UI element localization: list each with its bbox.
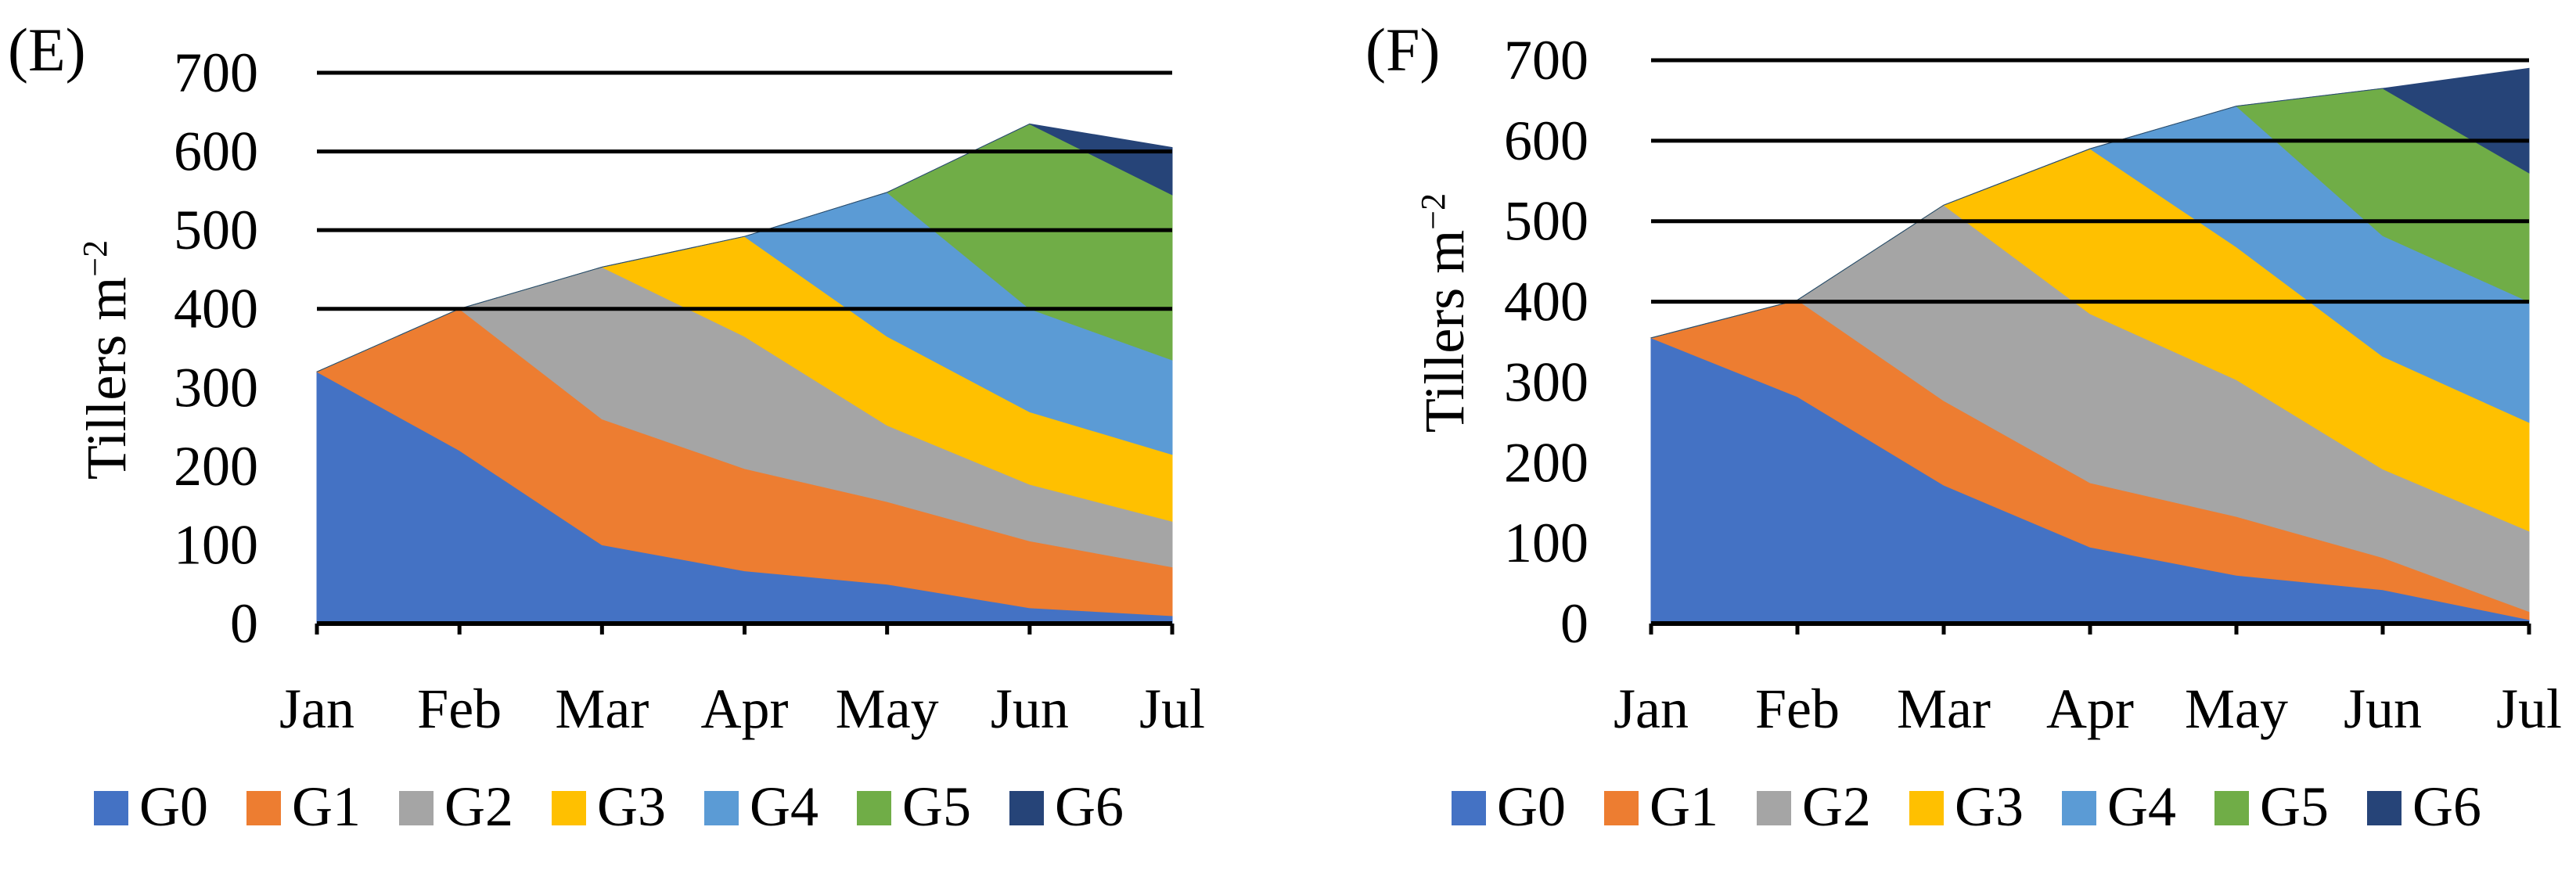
y-axis-label-text-f: Tillers m bbox=[1413, 230, 1476, 433]
legend-label-g6: G6 bbox=[1055, 775, 1124, 838]
legend-swatch-g2 bbox=[399, 791, 434, 825]
legend-f: G0 G1 G2 G3 G4 G5 G6 bbox=[1452, 775, 2481, 838]
y-tick-label-500: 500 bbox=[1504, 190, 1588, 253]
area-layers-e bbox=[315, 123, 1173, 624]
y-axis-label-f: Tillers m−2 bbox=[1413, 193, 1476, 433]
legend-swatch-g0 bbox=[94, 791, 128, 825]
area-series-g6 bbox=[1650, 67, 2530, 339]
y-tick-label-300: 300 bbox=[174, 356, 258, 419]
x-tick-label-mar: Mar bbox=[1897, 678, 1991, 740]
legend-swatch-g6 bbox=[2367, 791, 2402, 825]
y-tick-label-600: 600 bbox=[174, 120, 258, 183]
y-axis-label-text-e: Tillers m bbox=[75, 277, 138, 480]
gridlines-e bbox=[317, 70, 1172, 311]
legend-label-g6: G6 bbox=[2412, 775, 2481, 838]
x-tick-label-jan: Jan bbox=[279, 678, 354, 740]
legend-swatch-g3 bbox=[1909, 791, 1944, 825]
legend-swatch-g0 bbox=[1452, 791, 1486, 825]
x-tick-label-jun: Jun bbox=[2344, 678, 2422, 740]
y-axis-label-superscript-e: −2 bbox=[76, 240, 114, 277]
y-tick-labels-e: 0 100 200 300 400 500 600 700 bbox=[174, 41, 258, 655]
panel-label-e: (E) bbox=[8, 16, 86, 84]
legend-swatch-g1 bbox=[246, 791, 281, 825]
gridlines-f bbox=[1651, 58, 2529, 304]
x-tick-label-may: May bbox=[836, 678, 939, 740]
y-tick-label-200: 200 bbox=[1504, 431, 1588, 494]
y-tick-label-500: 500 bbox=[174, 199, 258, 261]
x-tick-label-jan: Jan bbox=[1614, 678, 1689, 740]
y-tick-label-600: 600 bbox=[1504, 110, 1588, 172]
x-tick-label-jul: Jul bbox=[1139, 678, 1205, 740]
area-series-g6 bbox=[316, 123, 1173, 372]
legend-swatch-g4 bbox=[2062, 791, 2096, 825]
legend-swatch-g1 bbox=[1604, 791, 1639, 825]
legend-label-g5: G5 bbox=[902, 775, 971, 838]
legend-label-g2: G2 bbox=[444, 775, 513, 838]
y-axis-label-superscript-f: −2 bbox=[1414, 193, 1452, 230]
y-tick-label-700: 700 bbox=[1504, 29, 1588, 92]
legend-label-g5: G5 bbox=[2260, 775, 2329, 838]
legend-label-g4: G4 bbox=[750, 775, 818, 838]
legend-label-g3: G3 bbox=[597, 775, 666, 838]
x-tick-label-jun: Jun bbox=[991, 678, 1069, 740]
x-tick-labels-e: Jan Feb Mar Apr May Jun Jul bbox=[279, 624, 1205, 740]
legend-label-g4: G4 bbox=[2107, 775, 2176, 838]
panel-f: (F) 0 100 200 300 400 500 600 700 Jan Feb Mar Apr M… bbox=[1365, 16, 2562, 838]
y-tick-labels-f: 0 100 200 300 400 500 600 700 bbox=[1504, 29, 1588, 655]
legend-swatch-g6 bbox=[1009, 791, 1044, 825]
legend-label-g3: G3 bbox=[1955, 775, 2024, 838]
x-tick-label-may: May bbox=[2185, 678, 2288, 740]
x-tick-labels-f: Jan Feb Mar Apr May Jun Jul bbox=[1614, 624, 2562, 740]
legend-label-g0: G0 bbox=[139, 775, 208, 838]
y-axis-label-e: Tillers m−2 bbox=[75, 240, 138, 480]
y-tick-label-300: 300 bbox=[1504, 351, 1588, 413]
y-tick-label-700: 700 bbox=[174, 41, 258, 104]
y-tick-label-100: 100 bbox=[174, 513, 258, 576]
y-tick-label-200: 200 bbox=[174, 435, 258, 498]
area-layers-f bbox=[1650, 67, 2530, 624]
x-tick-label-feb: Feb bbox=[1755, 678, 1840, 740]
x-tick-label-feb: Feb bbox=[417, 678, 502, 740]
y-tick-label-400: 400 bbox=[1504, 271, 1588, 333]
x-tick-label-apr: Apr bbox=[2046, 678, 2134, 740]
legend-swatch-g5 bbox=[2214, 791, 2249, 825]
legend-label-g1: G1 bbox=[292, 775, 361, 838]
legend-swatch-g4 bbox=[704, 791, 739, 825]
legend-swatch-g5 bbox=[857, 791, 891, 825]
y-tick-label-0: 0 bbox=[230, 592, 258, 655]
x-tick-label-mar: Mar bbox=[555, 678, 649, 740]
x-tick-label-jul: Jul bbox=[2496, 678, 2562, 740]
legend-swatch-g2 bbox=[1757, 791, 1791, 825]
y-tick-label-0: 0 bbox=[1560, 592, 1588, 655]
legend-e: G0 G1 G2 G3 G4 G5 G6 bbox=[94, 775, 1124, 838]
panel-label-f: (F) bbox=[1365, 16, 1440, 84]
y-tick-label-400: 400 bbox=[174, 278, 258, 340]
panel-e: (E) 0 100 200 300 400 500 600 700 Jan Feb Mar Apr M… bbox=[8, 16, 1205, 838]
x-tick-label-apr: Apr bbox=[701, 678, 789, 740]
y-tick-label-100: 100 bbox=[1504, 512, 1588, 574]
legend-swatch-g3 bbox=[552, 791, 586, 825]
legend-label-g0: G0 bbox=[1497, 775, 1566, 838]
legend-label-g2: G2 bbox=[1802, 775, 1871, 838]
legend-label-g1: G1 bbox=[1650, 775, 1718, 838]
